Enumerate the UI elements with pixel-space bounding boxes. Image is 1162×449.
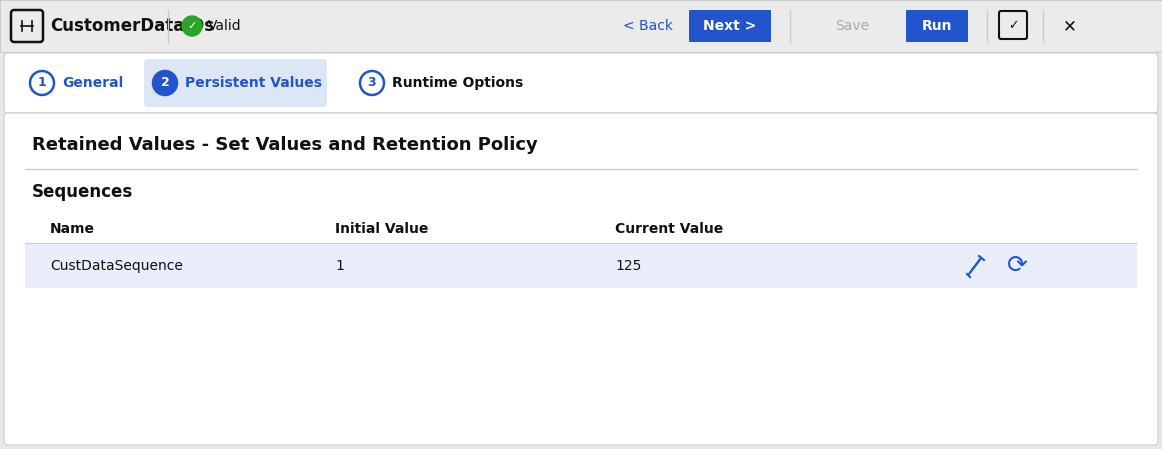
Text: Valid: Valid: [208, 19, 242, 33]
FancyBboxPatch shape: [144, 59, 327, 107]
Circle shape: [360, 71, 383, 95]
Text: Retained Values - Set Values and Retention Policy: Retained Values - Set Values and Retenti…: [33, 136, 538, 154]
FancyBboxPatch shape: [26, 244, 1136, 288]
Text: General: General: [62, 76, 123, 90]
FancyBboxPatch shape: [906, 10, 968, 42]
Text: Run: Run: [921, 19, 952, 33]
Text: CustomerDataIDs: CustomerDataIDs: [50, 17, 214, 35]
Text: 3: 3: [367, 76, 376, 89]
Text: Runtime Options: Runtime Options: [392, 76, 523, 90]
Text: Sequences: Sequences: [33, 183, 134, 201]
Text: Persistent Values: Persistent Values: [185, 76, 322, 90]
Circle shape: [153, 71, 177, 95]
Text: ⟳: ⟳: [1007, 254, 1028, 278]
FancyBboxPatch shape: [689, 10, 772, 42]
Text: Save: Save: [835, 19, 869, 33]
Text: CustDataSequence: CustDataSequence: [50, 259, 182, 273]
Text: ✕: ✕: [1063, 17, 1077, 35]
FancyBboxPatch shape: [3, 53, 1159, 113]
Text: ✓: ✓: [187, 22, 196, 31]
FancyBboxPatch shape: [0, 0, 1162, 52]
Circle shape: [182, 16, 202, 36]
Text: 2: 2: [160, 76, 170, 89]
Text: Initial Value: Initial Value: [335, 222, 429, 236]
Text: 1: 1: [37, 76, 46, 89]
Text: 125: 125: [615, 259, 641, 273]
FancyBboxPatch shape: [3, 113, 1159, 445]
Text: 1: 1: [335, 259, 344, 273]
Text: < Back: < Back: [623, 19, 673, 33]
Text: Name: Name: [50, 222, 95, 236]
Circle shape: [30, 71, 53, 95]
Text: ✓: ✓: [1007, 19, 1018, 32]
Text: Current Value: Current Value: [615, 222, 723, 236]
Text: Next >: Next >: [703, 19, 756, 33]
